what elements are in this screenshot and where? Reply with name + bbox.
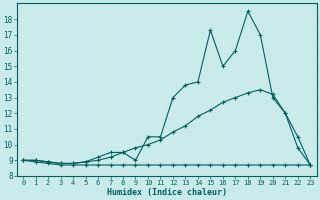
X-axis label: Humidex (Indice chaleur): Humidex (Indice chaleur) [107,188,227,197]
